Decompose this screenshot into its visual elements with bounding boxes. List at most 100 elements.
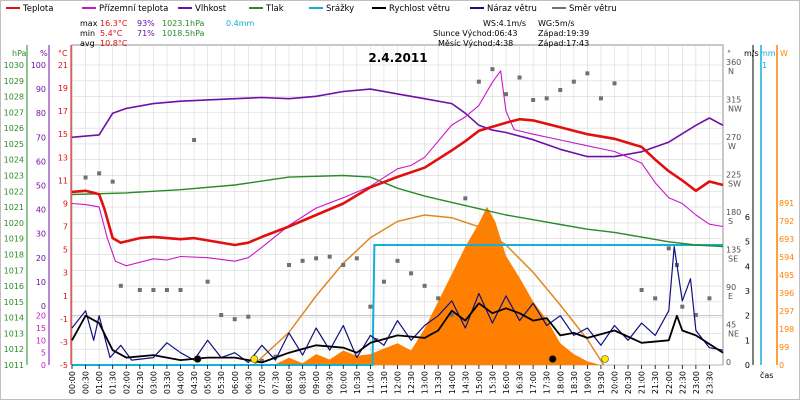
hpa-tick-label: 1017	[4, 266, 24, 275]
x-tick-label: 23:30	[705, 371, 714, 394]
x-tick-label: 17:00	[529, 371, 538, 394]
hpa-tick-label: 1016	[4, 282, 24, 291]
celsius-tick-label: 7	[63, 223, 68, 232]
legend-label: Přízemní teplota	[99, 4, 168, 14]
x-tick-label: 07:30	[271, 371, 280, 394]
stat-row-label: avg	[80, 39, 95, 48]
ms-tick-label: 1	[745, 336, 750, 345]
celsius-tick-label: 21	[58, 61, 68, 70]
x-tick-label: 03:30	[163, 371, 172, 394]
pressure-line	[71, 174, 724, 248]
legend-label: Tlak	[265, 4, 284, 14]
info-wind-gust: WG:5m/s	[538, 19, 575, 28]
wind-direction-point	[395, 258, 400, 263]
wind-direction-point	[476, 79, 481, 84]
wind-direction-point	[327, 254, 332, 259]
info-sun-set: Západ:19:39	[538, 29, 589, 38]
moonset-marker	[548, 355, 557, 363]
x-tick-label: 12:00	[394, 371, 403, 394]
hpa-tick-label: 1011	[4, 361, 24, 370]
wind-gust-line	[71, 246, 724, 364]
x-tick-label: 06:00	[231, 371, 240, 394]
stat-pressure: 1023.1hPa	[162, 19, 205, 28]
x-tick-label: 05:30	[217, 371, 226, 394]
hpa-tick-label: 1018	[4, 250, 24, 259]
wind-direction-point	[504, 92, 508, 97]
celsius-tick-label: -1	[60, 315, 68, 324]
wind-direction-point	[598, 96, 603, 101]
w-tick-label: 495	[779, 271, 794, 280]
wind-direction-point	[97, 171, 102, 176]
x-tick-label: 10:00	[339, 371, 348, 394]
chart-marks	[71, 67, 724, 366]
solar-max-line	[253, 214, 605, 366]
w-tick-label: 396	[779, 289, 794, 298]
pct-tick-label: 10	[36, 278, 46, 287]
wind-direction-point	[409, 271, 414, 276]
pct-tick-label: 20	[36, 254, 46, 263]
w-tick-label: 0	[779, 361, 784, 370]
x-tick-label: 19:30	[597, 371, 606, 394]
celsius-low-tick-label: 5	[41, 349, 46, 358]
wind-direction-point	[368, 304, 373, 309]
x-tick-label: 02:30	[136, 371, 145, 394]
wind-direction-point	[707, 296, 712, 301]
celsius-tick-label: -3	[60, 338, 68, 347]
hpa-tick-label: 1020	[4, 219, 24, 228]
hpa-tick-label: 1014	[4, 314, 24, 323]
compass-direction-label: SE	[728, 255, 738, 264]
hpa-tick-label: 1027	[4, 108, 24, 117]
x-tick-label: 13:30	[434, 371, 443, 394]
wind-direction-point	[151, 288, 156, 292]
info-wind-speed: WS:4.1m/s	[483, 19, 526, 28]
wind-direction-point	[110, 179, 115, 184]
degree-tick-label: 0	[726, 358, 731, 367]
wind-direction-point	[531, 98, 536, 102]
w-tick-label: 198	[779, 325, 794, 334]
wind-speed-line	[71, 302, 724, 364]
wind-direction-point	[693, 313, 698, 317]
moonrise-marker	[193, 355, 202, 363]
info-moon-set: Západ:17:43	[538, 39, 589, 48]
wind-direction-point	[666, 246, 671, 251]
x-tick-label: 21:30	[651, 371, 660, 394]
wind-direction-point	[287, 263, 291, 267]
compass-direction-label: NE	[728, 330, 739, 339]
degree-tick-label: 90	[726, 283, 736, 292]
stat-humidity: 93%	[137, 19, 155, 28]
wind-direction-point	[558, 88, 563, 92]
w-tick-label: 891	[779, 199, 794, 208]
x-tick-label: 08:30	[299, 371, 308, 394]
x-axis-title: čas	[760, 370, 773, 380]
pct-tick-label: 70	[36, 133, 46, 142]
stat-temperature: 10.8°C	[100, 39, 128, 48]
pct-tick-label: 50	[36, 182, 46, 191]
celsius-tick-label: -5	[60, 361, 68, 370]
x-tick-label: 11:30	[380, 371, 389, 394]
wind-direction-point	[381, 279, 386, 284]
degree-tick-label: 180	[726, 208, 741, 217]
hpa-tick-label: 1022	[4, 187, 24, 196]
hpa-tick-label: 1028	[4, 93, 24, 102]
celsius-tick-label: 11	[58, 176, 68, 185]
x-tick-label: 04:00	[177, 371, 186, 394]
axes: hPa% °C1030102910281027102610251024102310…	[4, 45, 794, 394]
sunset-marker	[601, 355, 609, 363]
hpa-tick-label: 1019	[4, 235, 24, 244]
legend-label: Teplota	[22, 4, 53, 14]
celsius-low-tick-label: 0	[41, 361, 46, 370]
compass-direction-label: W	[728, 142, 736, 151]
mm-axis-title: mm	[760, 49, 776, 58]
celsius-low-tick-label: 15	[36, 324, 46, 333]
ms-tick-label: 3	[745, 287, 750, 296]
wind-direction-point	[314, 256, 319, 261]
ms-tick-label: 5	[745, 238, 750, 247]
wind-direction-point	[463, 196, 468, 201]
x-tick-label: 18:30	[570, 371, 579, 394]
w-tick-label: 297	[779, 307, 794, 316]
wind-direction-point	[422, 283, 427, 288]
pct-tick-label: 0	[41, 302, 46, 311]
wind-direction-point	[137, 288, 142, 292]
pct-tick-label: 90	[36, 85, 46, 94]
